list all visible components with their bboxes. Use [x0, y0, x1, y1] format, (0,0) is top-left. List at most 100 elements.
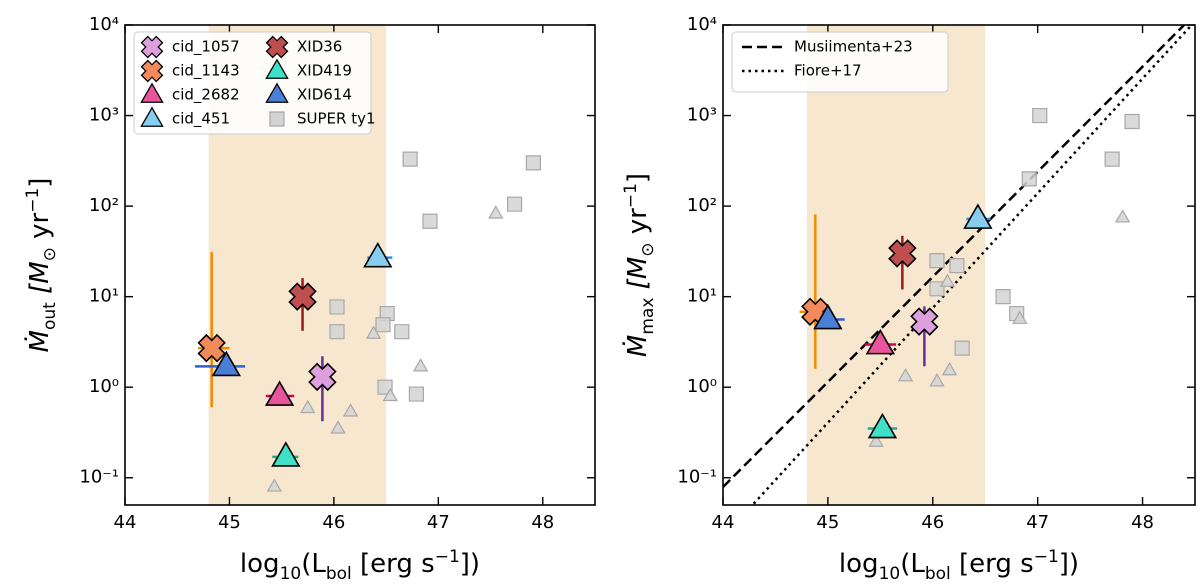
- legend-marker: [269, 111, 285, 127]
- data-point: [375, 317, 391, 333]
- y-tick-label: 10¹: [89, 286, 119, 307]
- data-point: [363, 241, 393, 268]
- x-tick-label: 44: [114, 512, 137, 533]
- x-axis-label: log10(Lbol [erg s−1]): [839, 547, 1079, 584]
- data-point: [929, 373, 945, 387]
- legend-marker: [140, 59, 164, 83]
- y-tick-label: 10²: [89, 195, 119, 216]
- y-tick-label: 10⁰: [687, 376, 717, 397]
- y-tick-label: 10⁴: [687, 14, 717, 35]
- data-point: [408, 386, 424, 402]
- data-point: [394, 324, 410, 340]
- data-point: [308, 362, 337, 392]
- data-point: [995, 289, 1011, 305]
- x-axis-label: log10(Lbol [erg s−1]): [240, 547, 480, 584]
- data-point: [506, 196, 523, 212]
- data-point: [379, 305, 395, 322]
- data-point: [329, 299, 345, 315]
- reference-line: [723, 25, 1186, 488]
- y-tick-label: 10⁻¹: [79, 467, 119, 488]
- data-point: [412, 358, 429, 372]
- data-point: [300, 399, 316, 414]
- data-point: [865, 328, 896, 355]
- x-tick-label: 46: [322, 512, 345, 533]
- y-tick-label: 10⁻¹: [677, 467, 717, 488]
- y-tick-label: 10²: [687, 195, 717, 216]
- data-point: [897, 368, 914, 382]
- x-tick-label: 44: [712, 512, 735, 533]
- data-point: [382, 387, 398, 402]
- data-point: [342, 403, 359, 417]
- data-point: [330, 420, 346, 434]
- x-tick-label: 48: [1131, 512, 1154, 533]
- data-point: [1012, 310, 1028, 324]
- data-point: [329, 324, 345, 340]
- data-point: [954, 340, 970, 356]
- legend-label: cid_451: [172, 110, 230, 129]
- legend-box: [731, 31, 949, 93]
- data-point: [525, 155, 541, 171]
- y-tick-label: 10⁴: [89, 14, 119, 35]
- data-point: [941, 362, 958, 376]
- x-tick-label: 47: [427, 512, 450, 533]
- data-point: [868, 433, 884, 447]
- legend-marker: [265, 35, 289, 59]
- y-tick-label: 10³: [687, 105, 717, 126]
- data-point: [422, 213, 438, 229]
- legend-label: XID36: [297, 38, 342, 56]
- data-point: [1114, 209, 1131, 223]
- data-point: [867, 412, 898, 439]
- y-axis-label: Ṁout [M⊙ yr−1]: [23, 178, 60, 353]
- data-point: [910, 307, 939, 336]
- data-point: [929, 253, 945, 269]
- data-point: [266, 478, 283, 492]
- data-point: [949, 258, 965, 274]
- x-tick-label: 47: [1026, 512, 1049, 533]
- plot-area: [194, 151, 541, 492]
- legend-label: SUPER ty1: [297, 110, 376, 128]
- data-point: [1021, 171, 1037, 187]
- plot-frame: [722, 24, 1196, 506]
- data-point: [963, 203, 993, 229]
- data-point: [813, 303, 843, 330]
- data-point: [888, 239, 917, 268]
- data-point: [488, 205, 504, 219]
- legend-marker: [265, 58, 289, 79]
- panel: 44 45 46 47 48 10⁻¹ 10⁰ 10¹ 10² 10³ 10⁴ Musiimenta+…: [677, 14, 1196, 533]
- y-tick-label: 10¹: [687, 286, 717, 307]
- x-tick-label: 45: [218, 512, 241, 533]
- y-axis-label: Ṁmax [M⊙ yr−1]: [621, 173, 658, 357]
- data-point: [288, 282, 317, 311]
- legend-label: XID614: [297, 86, 352, 104]
- y-tick-label: 10⁰: [89, 376, 119, 397]
- data-point: [939, 273, 956, 287]
- plot-frame: [124, 24, 596, 506]
- legend-label: XID419: [297, 62, 352, 80]
- panel: 44 45 46 47 48 10⁻¹ 10⁰ 10¹ 10² 10³ 10⁴ cid_1057cid…: [79, 14, 596, 533]
- legend-label: Fiore+17: [794, 62, 862, 80]
- legend-marker: [140, 35, 164, 59]
- data-point: [929, 281, 945, 297]
- y-tick-label: 10³: [89, 105, 119, 126]
- legend-label: Musiimenta+23: [794, 38, 913, 56]
- data-point: [1032, 107, 1048, 124]
- data-point: [1124, 113, 1140, 130]
- data-point: [402, 151, 418, 167]
- data-point: [211, 350, 241, 377]
- legend-marker: [140, 106, 164, 127]
- legend-marker: [140, 82, 164, 103]
- x-tick-label: 48: [531, 512, 554, 533]
- plot-area: [723, 25, 1194, 505]
- data-point: [365, 325, 382, 339]
- legend-box: [133, 31, 372, 135]
- data-point: [264, 380, 295, 406]
- legend-marker: [265, 82, 289, 103]
- x-tick-label: 45: [816, 512, 839, 533]
- legend-label: cid_1143: [172, 62, 240, 81]
- data-point: [1104, 151, 1120, 167]
- legend-label: cid_2682: [172, 86, 240, 105]
- x-tick-label: 46: [921, 512, 944, 533]
- legend-label: cid_1057: [172, 38, 240, 57]
- data-point: [271, 441, 301, 467]
